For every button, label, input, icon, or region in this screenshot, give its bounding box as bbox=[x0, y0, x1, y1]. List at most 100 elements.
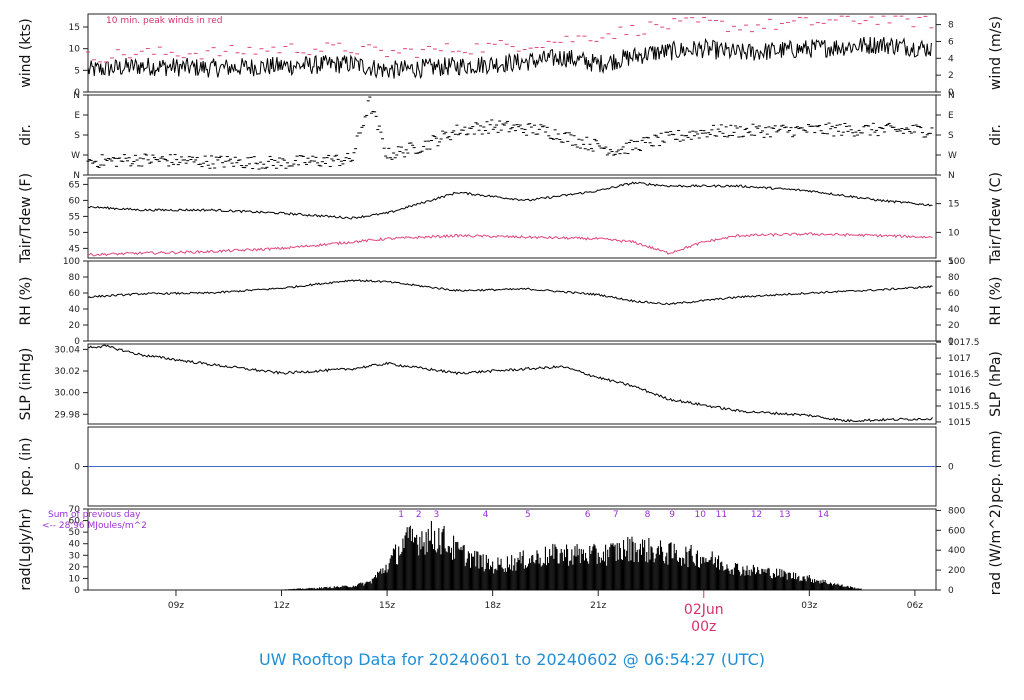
dir-left-tick-label: S bbox=[74, 131, 80, 141]
slp-right-tick-label: 1015.5 bbox=[948, 402, 980, 412]
wind-left-tick-label: 0 bbox=[74, 88, 80, 98]
rh-left-tick-label: 60 bbox=[69, 289, 81, 299]
slp-left-tick-label: 29.98 bbox=[54, 410, 80, 420]
wind-speed-line bbox=[87, 36, 932, 80]
hour-label: 9 bbox=[669, 510, 675, 520]
dir-ylabel-right: dir. bbox=[988, 124, 1004, 146]
hour-label: 12 bbox=[751, 510, 762, 520]
temp-right-tick-label: 10 bbox=[948, 228, 960, 238]
rh-right-tick-label: 20 bbox=[948, 321, 960, 331]
temp-left-tick-label: 55 bbox=[69, 212, 80, 222]
hour-label: 4 bbox=[483, 510, 489, 520]
dir-right-tick-label: S bbox=[948, 131, 954, 141]
rad-right-tick-label: 200 bbox=[948, 566, 965, 576]
wind-left-tick-label: 10 bbox=[69, 45, 81, 55]
wind-right-tick-label: 2 bbox=[948, 71, 954, 81]
hour-label: 11 bbox=[716, 510, 727, 520]
rh-left-tick-label: 20 bbox=[69, 321, 81, 331]
rad-left-tick-label: 0 bbox=[74, 586, 80, 596]
rad-right-tick-label: 400 bbox=[948, 546, 965, 556]
x-tick-label: 18z bbox=[485, 601, 501, 611]
rh-right-tick-label: 0 bbox=[948, 337, 954, 347]
hour-label: 13 bbox=[779, 510, 790, 520]
tdew-line bbox=[87, 232, 933, 257]
rad-annotation-line-2: <-- 28.96 MJoules/m^2 bbox=[42, 521, 147, 531]
hour-label: 10 bbox=[695, 510, 707, 520]
rh-panel-frame bbox=[87, 260, 937, 342]
hour-label: 1 bbox=[398, 510, 404, 520]
rad-right-tick-label: 800 bbox=[948, 506, 965, 516]
slp-left-tick-label: 30.00 bbox=[54, 389, 80, 399]
rh-right-tick-label: 80 bbox=[948, 273, 960, 283]
temp-left-tick-label: 50 bbox=[69, 228, 81, 238]
slp-right-tick-label: 1016.5 bbox=[948, 370, 980, 380]
rad-left-tick-label: 70 bbox=[69, 505, 81, 515]
dir-left-tick-label: N bbox=[73, 91, 80, 101]
hour-label: 2 bbox=[416, 510, 422, 520]
wind-panel-frame bbox=[87, 13, 937, 93]
wind-left-tick-label: 15 bbox=[69, 23, 80, 33]
wind-right-tick-label: 8 bbox=[948, 21, 954, 31]
rh-right-tick-label: 100 bbox=[948, 257, 965, 267]
day-marker-time: 00z bbox=[691, 619, 716, 635]
rh-right-tick-label: 60 bbox=[948, 289, 960, 299]
slp-line bbox=[88, 344, 933, 423]
day-marker-date: 02Jun bbox=[684, 602, 724, 618]
temp-ylabel: Tair/Tdew (F) bbox=[18, 173, 34, 264]
rad-left-tick-label: 10 bbox=[69, 574, 81, 584]
slp-right-tick-label: 1016 bbox=[948, 386, 971, 396]
dir-right-tick-label: N bbox=[948, 91, 955, 101]
slp-ylabel: SLP (inHg) bbox=[18, 348, 34, 421]
rh-left-tick-label: 0 bbox=[74, 337, 80, 347]
slp-right-tick-label: 1017.5 bbox=[948, 338, 980, 348]
rh-line bbox=[87, 279, 933, 306]
hour-label: 14 bbox=[818, 510, 830, 520]
rad-left-tick-label: 30 bbox=[69, 551, 81, 561]
rh-ylabel-right: RH (%) bbox=[988, 277, 1004, 326]
rh-left-tick-label: 100 bbox=[63, 257, 80, 267]
dir-ylabel: dir. bbox=[18, 124, 34, 146]
rh-ylabel: RH (%) bbox=[18, 277, 34, 326]
chart-title: UW Rooftop Data for 20240601 to 20240602… bbox=[259, 650, 765, 669]
rad-right-tick-label: 600 bbox=[948, 526, 965, 536]
wind-left-tick-label: 5 bbox=[74, 66, 80, 76]
temp-left-tick-label: 60 bbox=[69, 196, 81, 206]
pcp-left-tick-label: 0 bbox=[74, 463, 80, 473]
slp-right-tick-label: 1017 bbox=[948, 354, 971, 364]
rh-right-tick-label: 40 bbox=[948, 305, 960, 315]
wind-annotation: 10 min. peak winds in red bbox=[106, 16, 223, 26]
slp-left-tick-label: 30.02 bbox=[54, 367, 80, 377]
rh-left-tick-label: 80 bbox=[69, 273, 81, 283]
wind-right-tick-label: 4 bbox=[948, 54, 954, 64]
wind-ylabel: wind (kts) bbox=[18, 18, 34, 87]
x-tick-label: 09z bbox=[168, 601, 184, 611]
temp-ylabel-right: Tair/Tdew (C) bbox=[988, 172, 1004, 265]
x-tick-label: 21z bbox=[590, 601, 606, 611]
x-tick-label: 12z bbox=[273, 601, 289, 611]
hour-label: 8 bbox=[645, 510, 651, 520]
temp-left-tick-label: 45 bbox=[69, 244, 80, 254]
dir-right-tick-label: W bbox=[948, 151, 957, 161]
wind-right-tick-label: 0 bbox=[948, 88, 954, 98]
hour-label: 7 bbox=[613, 510, 619, 520]
x-tick-label: 03z bbox=[801, 601, 817, 611]
wind-right-tick-label: 6 bbox=[948, 37, 954, 47]
hour-label: 6 bbox=[585, 510, 591, 520]
rad-right-tick-label: 0 bbox=[948, 586, 954, 596]
rad-annotation-line-1: Sum of previous day bbox=[48, 510, 141, 520]
temp-panel-frame bbox=[87, 177, 937, 259]
dir-left-tick-label: W bbox=[71, 151, 80, 161]
rad-left-tick-label: 40 bbox=[69, 540, 81, 550]
pcp-ylabel: pcp. (in) bbox=[18, 437, 34, 495]
dir-right-tick-label: N bbox=[948, 171, 955, 181]
slp-ylabel-right: SLP (hPa) bbox=[988, 351, 1004, 417]
tair-line bbox=[87, 181, 933, 220]
temp-right-tick-label: 5 bbox=[948, 257, 954, 267]
wind-ylabel-right: wind (m/s) bbox=[988, 16, 1004, 90]
dir-left-tick-label: N bbox=[73, 171, 80, 181]
dir-right-tick-label: E bbox=[948, 111, 954, 121]
slp-right-tick-label: 1015 bbox=[948, 418, 971, 428]
rh-left-tick-label: 40 bbox=[69, 305, 81, 315]
temp-right-tick-label: 15 bbox=[948, 200, 959, 210]
